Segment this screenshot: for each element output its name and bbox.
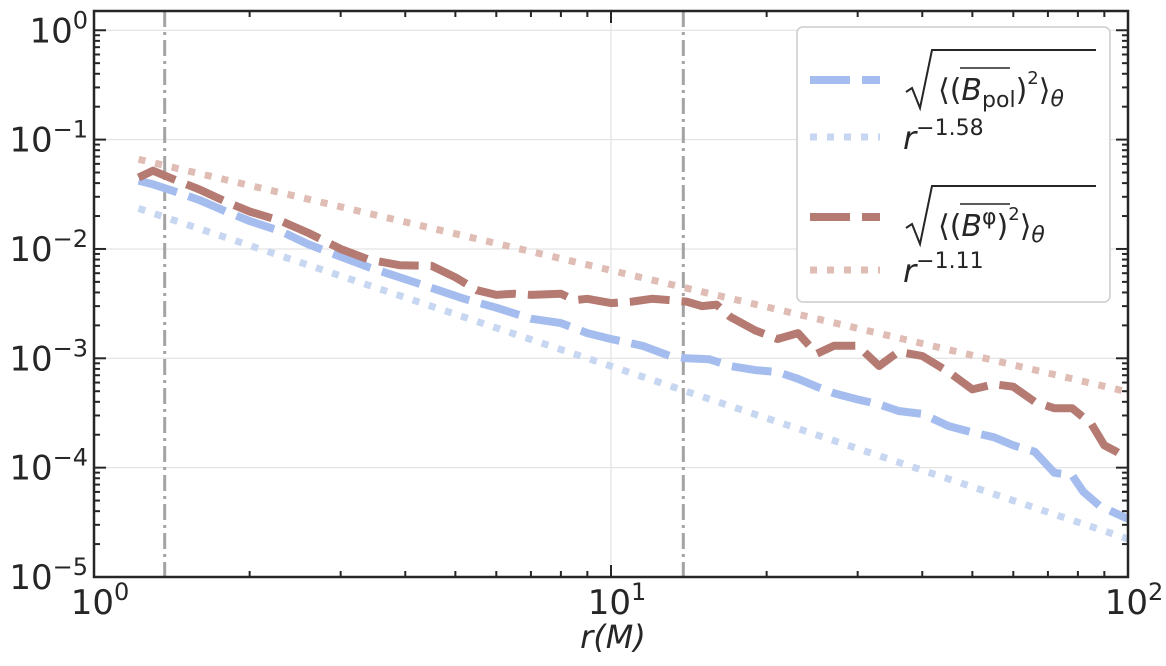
tick-label-base: 10 [71,583,114,623]
y-tick-label: 100 [29,6,88,51]
tick-label-exponent: 0 [114,578,129,606]
legend-label-close: ) [1016,73,1028,108]
legend: ⟨(Bpol)2⟩θ⟨(Bφ)2⟩θr−1.58r−1.11 [796,26,1111,303]
tick-label-exponent: −3 [53,334,88,362]
legend-label-theta: θ [1031,223,1045,248]
series-line-bpol-fit [137,205,1130,543]
tick-label-base: 10 [9,339,52,379]
sqrt-symbol [905,185,1096,248]
tick-label-base: 10 [9,558,52,598]
legend-box [796,26,1111,303]
legend-label-exponent: −1.11 [916,249,983,274]
tick-label-exponent: −5 [53,553,88,581]
tick-label-exponent: −4 [53,444,88,472]
tick-label-base: 10 [9,230,52,270]
legend-label-B: B [961,209,982,244]
legend-label-r: r [903,119,918,157]
tick-label-exponent: −1 [53,116,88,144]
legend-entry-bpol-fit: r−1.58 [903,116,984,157]
tick-label-exponent: 2 [1148,578,1163,606]
tick-label-base: 10 [9,449,52,489]
legend-label-sub: pol [982,88,1016,113]
x-axis-label: r(M) [580,618,646,656]
sqrt-symbol [905,49,1096,112]
legend-label-r: r [903,252,918,290]
series-line-bpol [137,176,1130,523]
tick-label-exponent: 0 [73,6,88,34]
y-tick-label: 10−1 [9,116,88,161]
tick-label-exponent: −2 [53,225,88,253]
legend-label-angle: ⟩ [1039,73,1051,108]
legend-entry-bphi: ⟨(Bφ)2⟩θ [905,185,1096,248]
series-lines [136,155,1131,543]
tick-label-exponent: 1 [631,578,646,606]
legend-label-exponent: −1.58 [916,116,983,141]
x-tick-label: 102 [1105,578,1164,623]
legend-label-angle: ⟩ [1020,209,1032,244]
legend-label-theta: θ [1050,87,1064,112]
tick-label-base: 10 [1105,583,1148,623]
y-tick-label: 10−3 [9,334,88,379]
legend-label: ⟨(Bpol)2⟩θ [938,68,1064,113]
tick-label-base: 10 [588,583,631,623]
series-line-bphi [136,166,1131,463]
tick-label-base: 10 [9,121,52,161]
tick-label-base: 10 [29,11,72,51]
x-tick-label: 100 [71,578,130,623]
y-tick-label: 10−4 [9,444,88,489]
legend-label-square: 2 [1027,68,1038,89]
legend-label-B: B [961,73,982,108]
plot-frame [92,9,1130,579]
legend-label-sub: φ [982,205,997,230]
legend-label-square: 2 [1008,204,1019,225]
y-tick-label: 10−5 [9,553,88,598]
legend-entry-bpol: ⟨(Bpol)2⟩θ [905,49,1096,113]
x-tick-label: 101 [588,578,647,623]
y-tick-label: 10−2 [9,225,88,270]
legend-entry-bphi-fit: r−1.11 [903,249,984,290]
legend-label-close: ) [997,209,1009,244]
vertical-reference-lines [163,11,685,577]
